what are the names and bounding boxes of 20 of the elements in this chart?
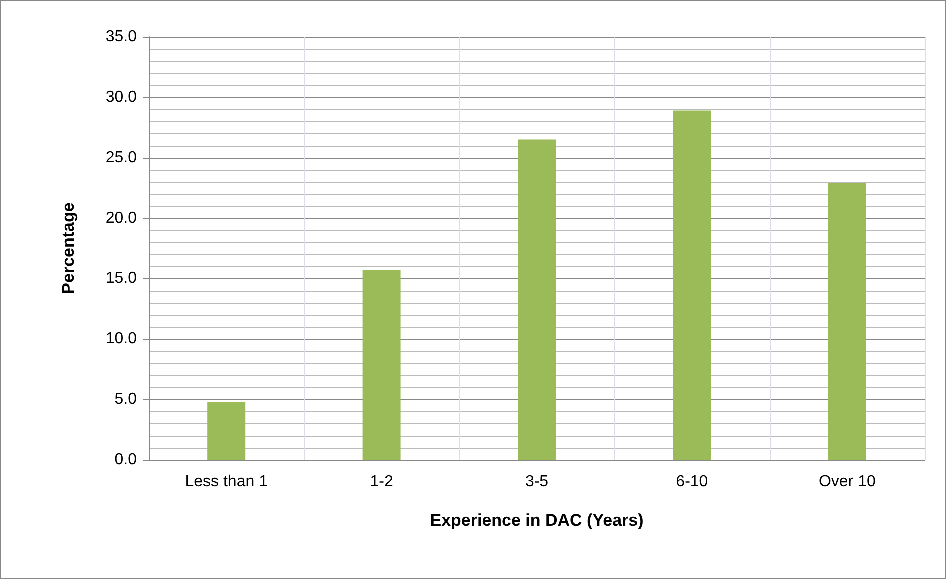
y-tick-label: 0.0 — [114, 452, 138, 468]
bar — [208, 402, 246, 460]
y-tick-label: 35.0 — [106, 28, 138, 46]
bar — [362, 270, 401, 460]
x-tick-label: Less than 1 — [185, 474, 268, 490]
bar — [828, 183, 866, 460]
bar — [518, 140, 556, 460]
y-tick-label: 10.0 — [106, 330, 138, 348]
bar — [673, 110, 712, 460]
y-tick-label: 15.0 — [106, 270, 138, 288]
x-tick-label: 6-10 — [676, 474, 708, 490]
x-axis-title: Experience in DAC (Years) — [430, 511, 644, 530]
x-tick-label: Over 10 — [818, 474, 876, 490]
x-tick-label: 3-5 — [525, 474, 549, 490]
y-tick-label: 20.0 — [106, 210, 138, 227]
y-tick-label: 5.0 — [114, 391, 138, 408]
x-tick-label: 1-2 — [370, 474, 394, 490]
y-tick-label: 25.0 — [106, 149, 138, 166]
y-axis-title: Percentage — [59, 202, 78, 294]
y-tick-label: 30.0 — [106, 88, 138, 106]
